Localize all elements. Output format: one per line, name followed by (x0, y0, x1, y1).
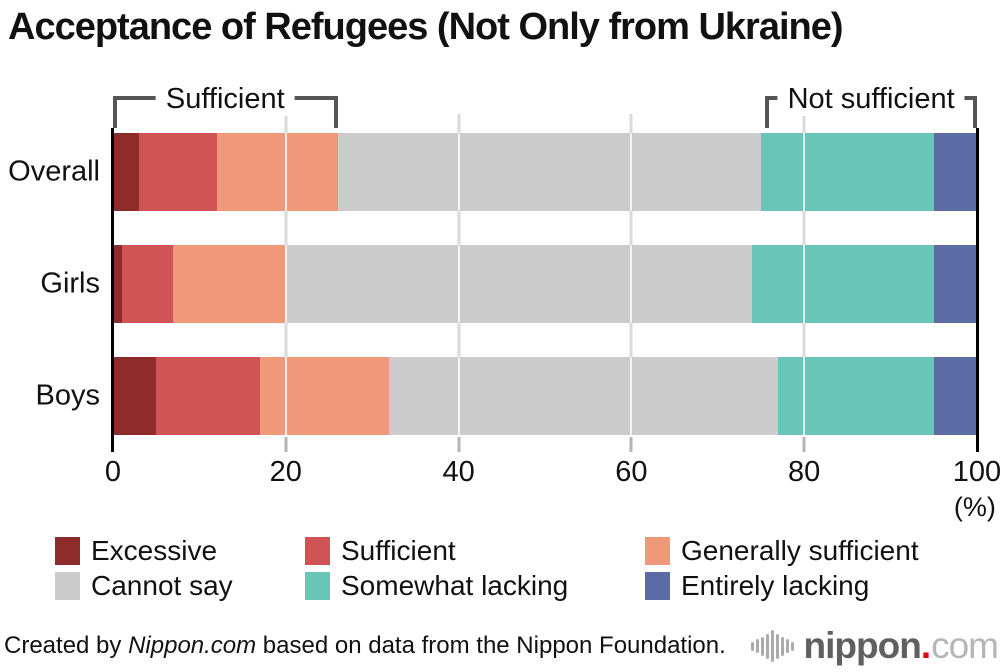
segment-sufficient-girls (121, 245, 174, 323)
legend-item-entirely-lacking: Entirely lacking (645, 569, 1000, 601)
segment-entirely-lacking-boys (933, 357, 977, 435)
bracket-label-sufficient: Sufficient (155, 83, 295, 116)
legend-swatch-excessive (55, 536, 80, 565)
waveform-bar-3 (765, 633, 769, 659)
credit-source: Nippon.com (128, 632, 257, 659)
footer: Created by Nippon.com based on data from… (4, 624, 999, 668)
segment-somewhat-lacking-boys (778, 357, 934, 435)
segment-excessive-girls (113, 245, 122, 323)
legend-label-excessive: Excessive (91, 534, 218, 566)
bracket-label-not-sufficient: Not sufficient (777, 83, 965, 116)
axis-unit-label: (%) (953, 492, 996, 522)
segment-sufficient-overall (138, 133, 217, 211)
axis-line-left (111, 128, 114, 452)
waveform-icon (750, 630, 795, 662)
legend-label-generally-sufficient: Generally sufficient (681, 534, 919, 566)
gridline-overlay-20 (284, 245, 287, 323)
segment-generally-sufficient-overall (216, 133, 338, 211)
segment-somewhat-lacking-girls (752, 245, 934, 323)
waveform-bar-8 (790, 641, 794, 651)
x-tick-label-60: 60 (615, 456, 648, 488)
x-tick-label-100: 100 (952, 456, 1000, 488)
x-tick-label-20: 20 (269, 456, 302, 488)
gridline-overlay-60 (630, 245, 633, 323)
credit-text: Created by Nippon.com based on data from… (4, 632, 726, 660)
logo-name: nippon (803, 625, 922, 666)
logo-dot: . (920, 625, 932, 666)
legend-item-excessive: Excessive (55, 534, 305, 566)
bar-girls (113, 245, 977, 323)
x-tick-60 (629, 437, 633, 452)
waveform-bar-1 (755, 639, 759, 653)
legend-item-somewhat-lacking: Somewhat lacking (305, 569, 645, 601)
x-tick-label-0: 0 (104, 456, 122, 488)
legend-swatch-cannot-say (55, 571, 80, 600)
segment-excessive-boys (113, 357, 157, 435)
waveform-bar-6 (780, 636, 784, 656)
legend-swatch-generally-sufficient (645, 536, 670, 565)
segment-generally-sufficient-girls (173, 245, 286, 323)
x-tick-80 (802, 437, 806, 452)
legend-item-generally-sufficient: Generally sufficient (645, 534, 1000, 566)
gridline-overlay-40 (457, 357, 460, 435)
legend-label-entirely-lacking: Entirely lacking (681, 569, 870, 601)
x-tick-40 (457, 437, 461, 452)
legend-label-cannot-say: Cannot say (91, 569, 233, 601)
segment-cannot-say-girls (285, 245, 753, 323)
waveform-bar-4 (770, 630, 774, 662)
axis-line-right (976, 128, 979, 452)
gridline-overlay-80 (803, 133, 806, 211)
gridline-overlay-40 (457, 133, 460, 211)
segment-sufficient-boys (156, 357, 260, 435)
gridline-overlay-80 (803, 245, 806, 323)
nippon-logo: nippon. com (750, 625, 999, 667)
plot-area: Sufficient Not sufficient Overall Girls Boy… (8, 83, 1000, 522)
segment-cannot-say-boys (389, 357, 779, 435)
legend-swatch-entirely-lacking (645, 571, 670, 600)
category-label-girls: Girls (40, 267, 100, 300)
gridline-overlay-20 (284, 133, 287, 211)
bracket-not-sufficient: Not sufficient (765, 83, 977, 128)
bar-boys (113, 357, 977, 435)
legend-label-sufficient: Sufficient (341, 534, 456, 566)
legend-label-somewhat-lacking: Somewhat lacking (341, 569, 569, 601)
credit-prefix: Created by (4, 632, 129, 659)
legend-swatch-somewhat-lacking (305, 571, 330, 600)
segment-generally-sufficient-boys (259, 357, 390, 435)
credit-suffix: based on data from the Nippon Foundation… (256, 632, 726, 659)
category-label-overall: Overall (8, 155, 100, 188)
waveform-bar-2 (760, 636, 764, 656)
legend-item-sufficient: Sufficient (305, 534, 645, 566)
gridline-overlay-60 (630, 133, 633, 211)
gridline-overlay-60 (630, 357, 633, 435)
segment-entirely-lacking-girls (933, 245, 977, 323)
bar-overall (113, 133, 977, 211)
bracket-sufficient: Sufficient (113, 83, 338, 128)
chart-title: Acceptance of Refugees (Not Only from Uk… (8, 6, 844, 48)
x-tick-label-40: 40 (442, 456, 475, 488)
gridline-overlay-40 (457, 245, 460, 323)
waveform-bar-7 (785, 639, 789, 653)
segment-entirely-lacking-overall (933, 133, 977, 211)
legend-item-cannot-say: Cannot say (55, 569, 305, 601)
segment-excessive-overall (113, 133, 139, 211)
logo-tld: com (931, 625, 999, 666)
waveform-bar-0 (750, 641, 754, 651)
category-label-boys: Boys (35, 379, 100, 412)
segment-somewhat-lacking-overall (761, 133, 934, 211)
x-tick-20 (284, 437, 288, 452)
waveform-bar-5 (775, 633, 779, 659)
gridline-overlay-80 (803, 357, 806, 435)
segment-cannot-say-overall (337, 133, 761, 211)
x-tick-label-80: 80 (788, 456, 821, 488)
gridline-overlay-20 (284, 357, 287, 435)
legend-swatch-sufficient (305, 536, 330, 565)
legend: Excessive Sufficient Generally sufficient C… (55, 534, 1000, 601)
